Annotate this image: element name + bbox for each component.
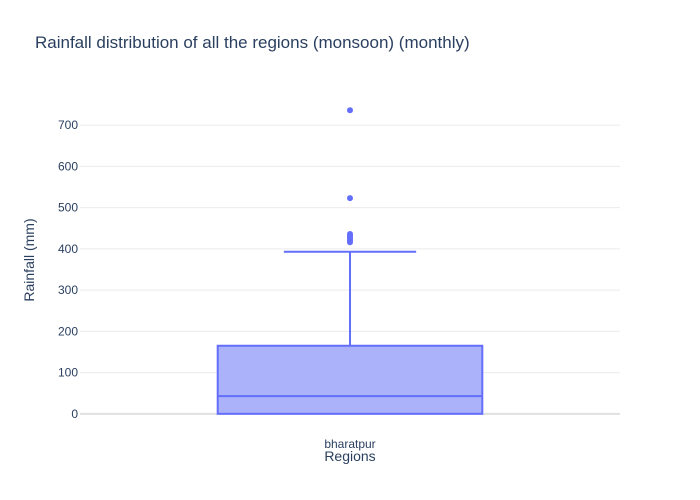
y-tick-label: 0 <box>71 407 78 421</box>
x-tick-label: bharatpur <box>324 437 375 451</box>
y-tick-label: 400 <box>58 242 78 256</box>
x-axis-title: Regions <box>324 448 376 464</box>
y-tick-label: 700 <box>58 118 78 132</box>
chart-title: Rainfall distribution of all the regions… <box>35 33 470 52</box>
outlier-point <box>347 230 353 237</box>
y-tick-label: 300 <box>58 283 78 297</box>
y-tick-label: 500 <box>58 201 78 215</box>
y-tick-label: 600 <box>58 159 78 173</box>
box-iqr <box>216 344 484 415</box>
y-tick-label: 100 <box>58 366 78 380</box>
outlier-point <box>347 107 353 114</box>
outlier-point <box>347 195 353 202</box>
y-tick-label: 200 <box>58 324 78 338</box>
